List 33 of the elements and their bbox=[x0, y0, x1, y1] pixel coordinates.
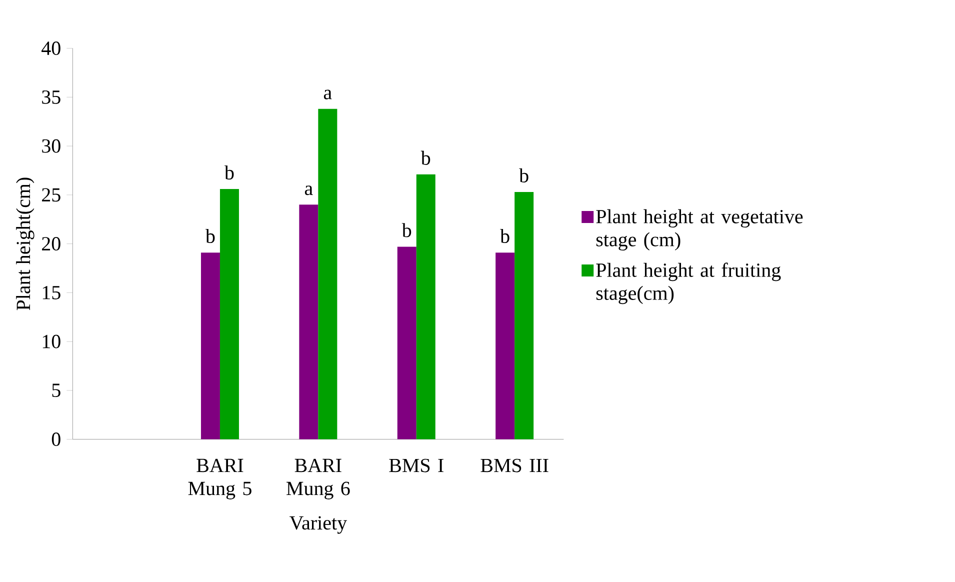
x-tick-label: BMS III bbox=[480, 458, 548, 472]
y-tick-label: 25 bbox=[42, 188, 60, 202]
y-tick-label: 15 bbox=[42, 286, 60, 300]
legend-label: Plant height at vegetative stage (cm) bbox=[596, 209, 803, 250]
x-tick-label: BMS I bbox=[389, 458, 444, 472]
annotation: b bbox=[205, 228, 215, 244]
bar bbox=[299, 204, 318, 440]
annotation: b bbox=[500, 228, 510, 244]
y-tick-label: 0 bbox=[52, 432, 60, 446]
y-tick-label: 35 bbox=[42, 90, 60, 104]
bar bbox=[220, 189, 239, 440]
y-tick-label: 30 bbox=[42, 139, 60, 153]
bar bbox=[496, 252, 515, 440]
annotation: b bbox=[519, 168, 528, 182]
bar bbox=[514, 192, 534, 440]
x-axis-title: Variety bbox=[290, 516, 347, 534]
y-tick-label: 5 bbox=[52, 384, 60, 398]
annotation: a bbox=[304, 186, 313, 196]
bar bbox=[397, 246, 416, 440]
x-tick-label: BARI Mung 6 bbox=[286, 458, 350, 500]
annotation: a bbox=[324, 90, 332, 100]
bar bbox=[200, 252, 220, 440]
x-tick-label: BARI Mung 5 bbox=[188, 458, 252, 500]
annotation: b bbox=[224, 165, 234, 180]
annotation: b bbox=[420, 150, 430, 165]
bar bbox=[318, 108, 338, 440]
bar bbox=[416, 174, 436, 440]
y-tick-label: 10 bbox=[42, 334, 60, 348]
y-axis-title: Plant height(cm) bbox=[16, 178, 34, 310]
annotation: b bbox=[402, 223, 412, 238]
y-tick-label: 40 bbox=[42, 42, 60, 56]
legend-label: Plant height at fruiting stage(cm) bbox=[596, 262, 781, 304]
y-tick-label: 20 bbox=[42, 237, 60, 251]
